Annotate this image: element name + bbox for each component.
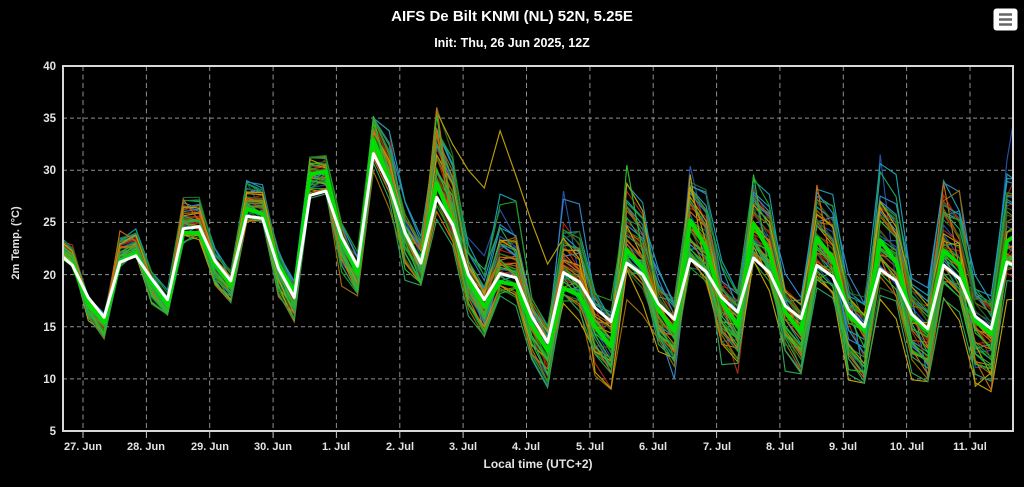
svg-text:3. Jul: 3. Jul	[449, 441, 477, 453]
svg-text:7. Jul: 7. Jul	[703, 441, 731, 453]
svg-text:40: 40	[43, 61, 56, 73]
svg-text:4. Jul: 4. Jul	[512, 441, 540, 453]
svg-text:30. Jun: 30. Jun	[254, 441, 292, 453]
svg-text:25: 25	[43, 217, 56, 229]
svg-text:2m Temp. (°C): 2m Temp. (°C)	[10, 206, 22, 280]
svg-text:15: 15	[43, 322, 56, 334]
svg-text:5. Jul: 5. Jul	[576, 441, 604, 453]
svg-text:27. Jun: 27. Jun	[64, 441, 102, 453]
svg-text:5: 5	[50, 426, 57, 438]
svg-text:9. Jul: 9. Jul	[829, 441, 857, 453]
svg-text:2. Jul: 2. Jul	[386, 441, 414, 453]
svg-text:29. Jun: 29. Jun	[191, 441, 229, 453]
svg-text:35: 35	[43, 113, 56, 125]
svg-text:30: 30	[43, 165, 56, 177]
svg-text:1. Jul: 1. Jul	[322, 441, 350, 453]
svg-text:28. Jun: 28. Jun	[127, 441, 165, 453]
svg-text:10: 10	[43, 374, 56, 386]
svg-text:11. Jul: 11. Jul	[953, 441, 987, 453]
svg-text:8. Jul: 8. Jul	[766, 441, 794, 453]
svg-text:AIFS De Bilt KNMI (NL) 52N, 5.: AIFS De Bilt KNMI (NL) 52N, 5.25E	[391, 8, 633, 25]
svg-text:Init: Thu, 26 Jun 2025, 12Z: Init: Thu, 26 Jun 2025, 12Z	[434, 36, 590, 50]
svg-text:10. Jul: 10. Jul	[890, 441, 924, 453]
svg-text:20: 20	[43, 270, 56, 282]
svg-text:Local time (UTC+2): Local time (UTC+2)	[483, 457, 592, 471]
svg-text:6. Jul: 6. Jul	[639, 441, 667, 453]
